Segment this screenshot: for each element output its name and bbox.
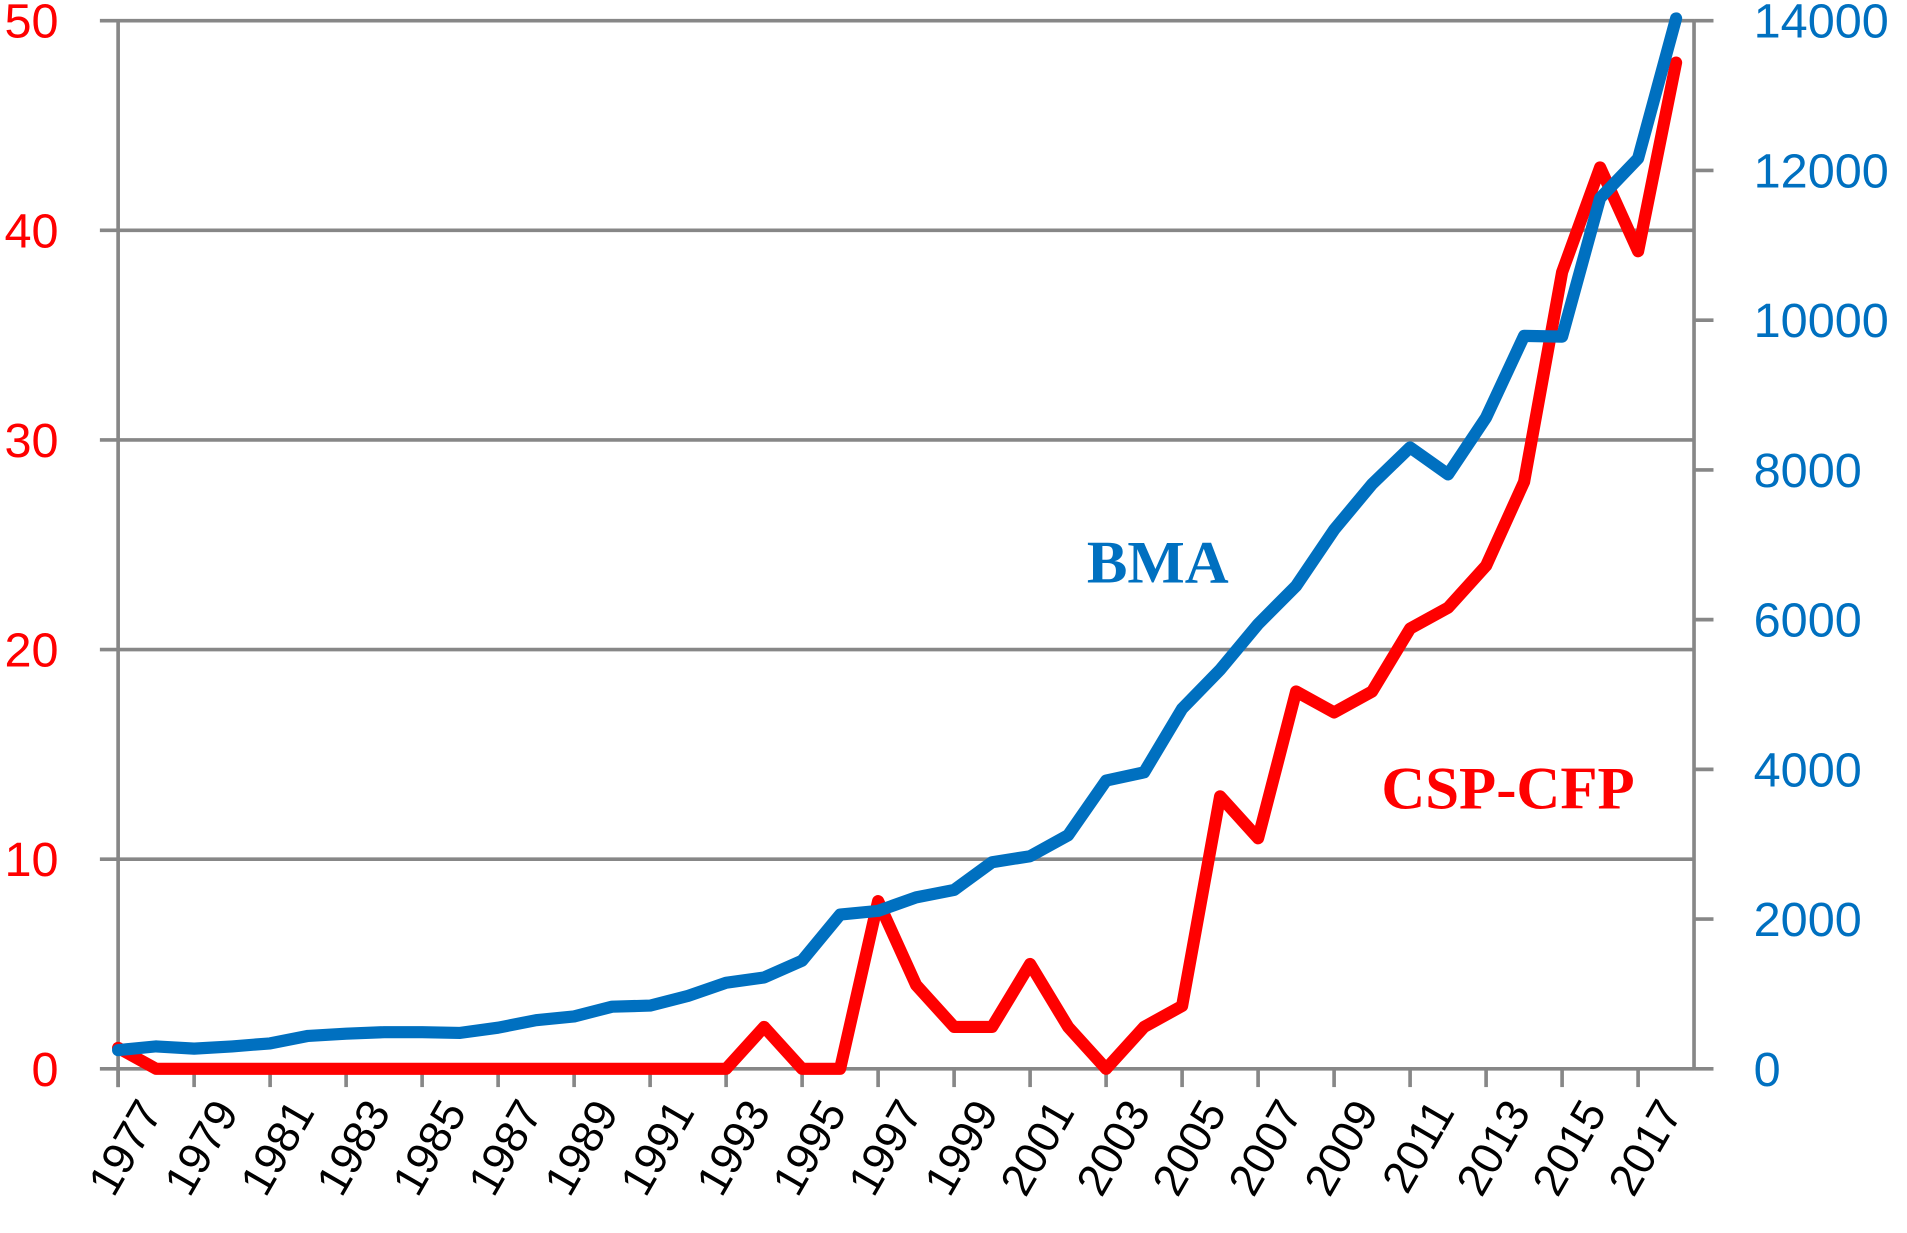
x-tick-label: 1979 <box>154 1091 248 1203</box>
x-tick-label: 1987 <box>458 1091 552 1203</box>
axes <box>116 18 1714 1088</box>
right-tick-label: 14000 <box>1754 0 1889 49</box>
right-tick-label: 6000 <box>1754 594 1862 648</box>
x-tick-label: 1997 <box>838 1091 932 1203</box>
x-tick-label: 1985 <box>382 1091 476 1203</box>
x-tick-label: 1995 <box>762 1091 856 1203</box>
left-tick-label: 20 <box>4 624 58 678</box>
series-line-bma <box>112 12 1683 1057</box>
x-tick-label: 2007 <box>1218 1091 1312 1203</box>
x-tick-label: 2013 <box>1446 1091 1540 1203</box>
left-tick-label: 30 <box>4 414 58 468</box>
gridlines <box>99 18 1695 1071</box>
annotation-bma: BMA <box>1087 529 1229 596</box>
x-tick-label: 1977 <box>78 1091 172 1203</box>
right-tick-label: 2000 <box>1754 893 1862 947</box>
x-tick-label: 2003 <box>1066 1091 1160 1203</box>
x-tick-label: 2011 <box>1372 1091 1465 1200</box>
x-tick-label: 2001 <box>990 1091 1084 1203</box>
right-tick-label: 12000 <box>1754 144 1889 198</box>
left-tick-label: 50 <box>4 0 58 49</box>
x-tick-label: 1981 <box>230 1091 324 1203</box>
x-tick-label: 2017 <box>1598 1091 1692 1203</box>
x-tick-label: 2015 <box>1522 1091 1616 1203</box>
right-axis-tick-labels: 0 2000 4000 6000 8000 10000 12000 14000 <box>1754 0 1889 1097</box>
series-lines <box>112 12 1683 1075</box>
x-tick-label: 1993 <box>686 1091 780 1203</box>
annotation-csp-cfp: CSP-CFP <box>1381 756 1634 823</box>
x-tick-label: 1999 <box>914 1091 1008 1203</box>
left-tick-label: 0 <box>31 1043 58 1097</box>
right-tick-label: 0 <box>1754 1043 1781 1097</box>
x-tick-label: 2009 <box>1294 1091 1388 1203</box>
right-tick-label: 8000 <box>1754 444 1862 498</box>
series-line-csp-cfp <box>112 56 1683 1075</box>
left-tick-label: 10 <box>4 833 58 887</box>
x-tick-label: 1989 <box>534 1091 628 1203</box>
right-tick-label: 4000 <box>1754 743 1862 797</box>
right-tick-label: 10000 <box>1754 294 1889 348</box>
x-tick-label: 1983 <box>306 1091 400 1203</box>
left-axis-tick-labels: 0 10 20 30 40 50 <box>4 0 58 1097</box>
x-tick-label: 2005 <box>1142 1091 1236 1203</box>
x-axis-tick-labels: 1977197919811983198519871989199119931995… <box>78 1091 1692 1203</box>
left-tick-label: 40 <box>4 204 58 258</box>
x-tick-label: 1991 <box>610 1091 704 1203</box>
